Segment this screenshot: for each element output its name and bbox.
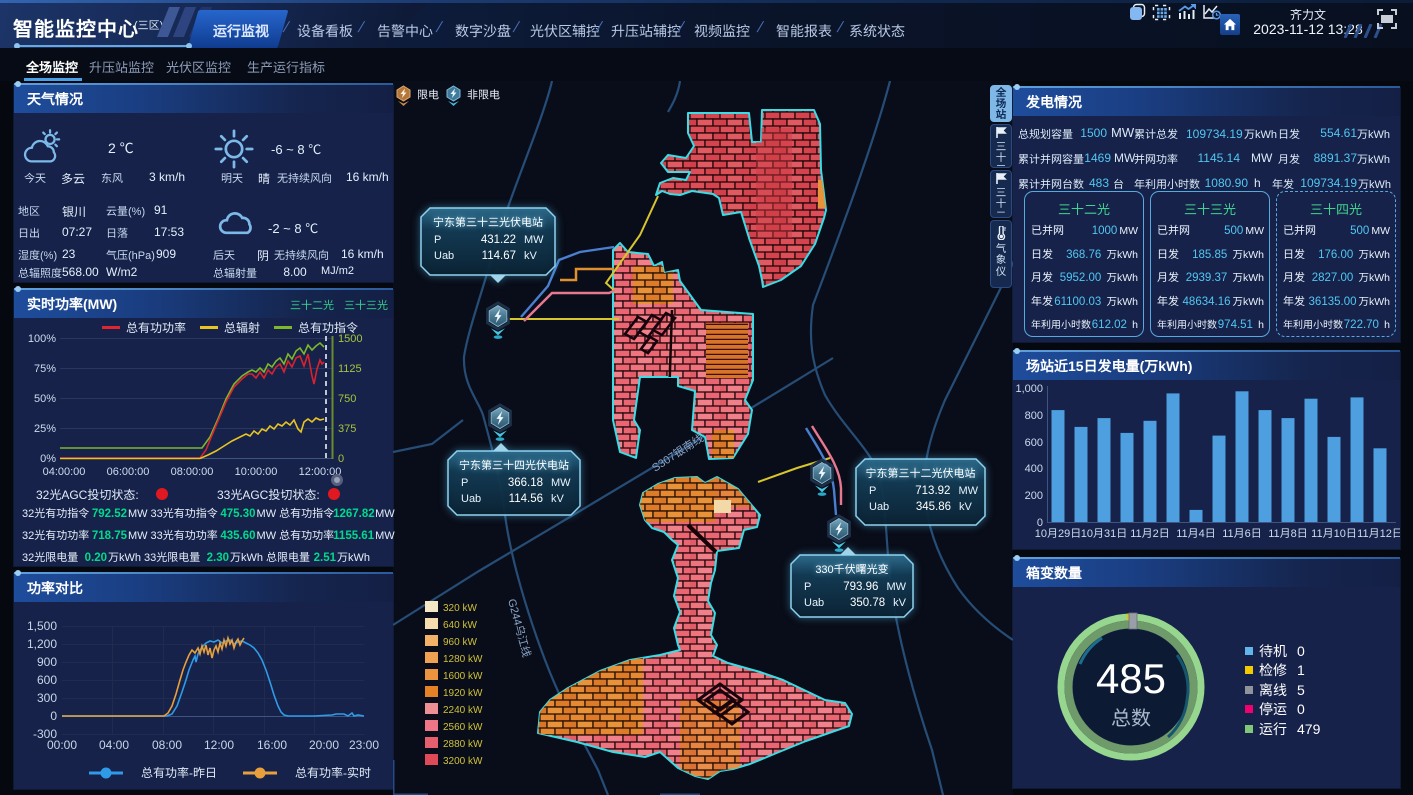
svg-text:1600 kW: 1600 kW — [443, 671, 483, 682]
svg-text:1280 kW: 1280 kW — [443, 654, 483, 665]
svg-text:12:00: 12:00 — [204, 738, 234, 750]
svg-text:300: 300 — [37, 691, 57, 705]
svg-text:23:00: 23:00 — [349, 738, 379, 750]
svg-text:11月10日: 11月10日 — [1311, 528, 1357, 540]
svg-text:12:00:00: 12:00:00 — [299, 466, 342, 478]
svg-text:1,200: 1,200 — [27, 637, 57, 651]
svg-text:3200 kW: 3200 kW — [443, 756, 483, 767]
svg-text:10月29日: 10月29日 — [1035, 528, 1081, 540]
svg-text:非限电: 非限电 — [467, 89, 500, 102]
svg-text:08:00: 08:00 — [152, 738, 182, 750]
svg-text:11月12日: 11月12日 — [1357, 528, 1400, 540]
svg-text:00:00: 00:00 — [47, 738, 77, 750]
svg-text:11月6日: 11月6日 — [1222, 528, 1262, 540]
svg-text:04:00: 04:00 — [99, 738, 129, 750]
svg-text:2880 kW: 2880 kW — [443, 739, 483, 750]
svg-text:100%: 100% — [28, 334, 56, 345]
svg-text:11月4日: 11月4日 — [1176, 528, 1216, 540]
svg-text:750: 750 — [338, 393, 356, 405]
svg-text:1500: 1500 — [338, 334, 362, 345]
svg-text:1,500: 1,500 — [27, 619, 57, 633]
svg-text:200: 200 — [1025, 490, 1043, 502]
svg-text:限电: 限电 — [417, 89, 439, 102]
svg-text:900: 900 — [37, 655, 57, 669]
svg-text:16:00: 16:00 — [257, 738, 287, 750]
svg-text:1,000: 1,000 — [1015, 383, 1043, 395]
svg-text:20:00: 20:00 — [309, 738, 339, 750]
svg-text:75%: 75% — [34, 363, 56, 375]
svg-text:0: 0 — [1037, 517, 1043, 529]
svg-text:0: 0 — [50, 709, 57, 723]
svg-text:800: 800 — [1025, 410, 1043, 422]
svg-text:08:00:00: 08:00:00 — [171, 466, 214, 478]
svg-text:2560 kW: 2560 kW — [443, 722, 483, 733]
svg-text:640 kW: 640 kW — [443, 620, 477, 631]
svg-text:-300: -300 — [33, 727, 57, 741]
svg-text:10月31日: 10月31日 — [1081, 528, 1127, 540]
svg-text:0%: 0% — [40, 453, 56, 465]
svg-text:960 kW: 960 kW — [443, 637, 477, 648]
svg-text:10:00:00: 10:00:00 — [235, 466, 278, 478]
svg-text:600: 600 — [1025, 437, 1043, 449]
svg-text:600: 600 — [37, 673, 57, 687]
svg-text:2240 kW: 2240 kW — [443, 705, 483, 716]
svg-text:1125: 1125 — [338, 363, 362, 375]
svg-text:11月2日: 11月2日 — [1130, 528, 1170, 540]
svg-text:06:00:00: 06:00:00 — [107, 466, 150, 478]
svg-text:0: 0 — [338, 453, 344, 465]
svg-text:1920 kW: 1920 kW — [443, 688, 483, 699]
svg-text:320 kW: 320 kW — [443, 603, 477, 614]
svg-text:375: 375 — [338, 423, 356, 435]
svg-text:11月8日: 11月8日 — [1268, 528, 1308, 540]
svg-text:04:00:00: 04:00:00 — [43, 466, 86, 478]
svg-text:400: 400 — [1025, 463, 1043, 475]
svg-text:50%: 50% — [34, 393, 56, 405]
svg-text:25%: 25% — [34, 423, 56, 435]
